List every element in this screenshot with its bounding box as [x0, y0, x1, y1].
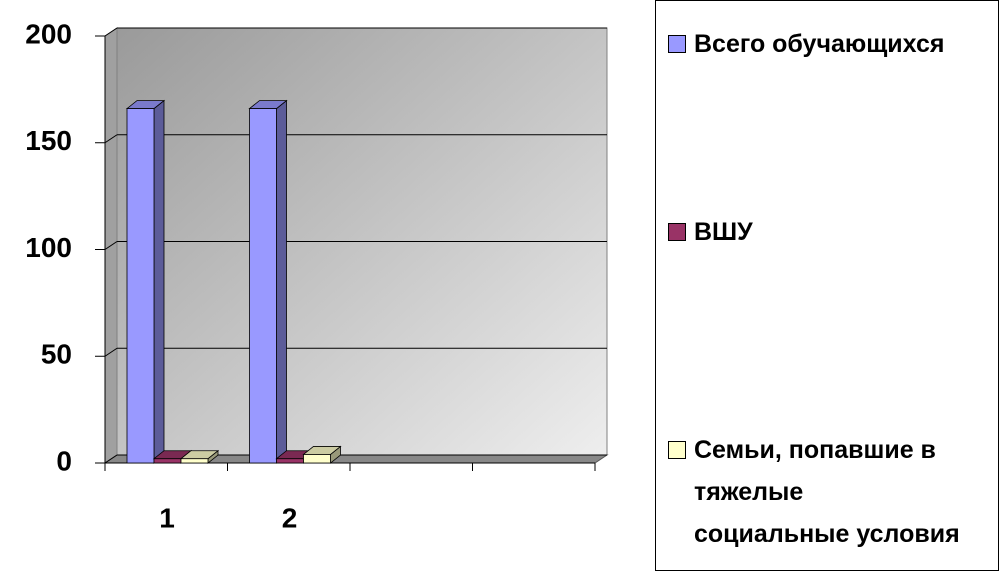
bar [153, 458, 182, 464]
legend-label: Семьи, попавшие в тяжелые социальные усл… [694, 436, 960, 548]
y-tick-label: 50 [41, 339, 72, 370]
legend-swatch [668, 441, 686, 459]
legend-label: ВШУ [694, 218, 753, 246]
y-tick-label: 150 [25, 125, 72, 156]
grid-line [104, 454, 118, 464]
bar-side [153, 99, 165, 464]
legend-swatch [668, 223, 686, 241]
grid-line [104, 347, 118, 357]
y-tick-label: 0 [56, 445, 72, 476]
grid-line [104, 241, 118, 250]
legend-entry: Семьи, попавшие в тяжелые социальные усл… [668, 429, 988, 555]
grid-line [104, 134, 118, 144]
legend-entry: ВШУ [668, 211, 988, 253]
bar [276, 458, 304, 464]
y-tick-label: 200 [25, 18, 72, 49]
legend-label: Всего обучающихся [694, 30, 945, 58]
y-tick-label: 100 [25, 232, 72, 263]
legend: Всего обучающихся ВШУ Семьи, попавшие в тя… [655, 0, 999, 571]
x-tick-label: 1 [159, 502, 175, 533]
legend-entry: Всего обучающихся [668, 23, 988, 65]
bar [303, 454, 331, 464]
bar [180, 458, 209, 464]
x-tick-label: 2 [282, 502, 298, 533]
bar [249, 108, 277, 464]
bar [126, 108, 155, 464]
legend-swatch [668, 35, 686, 53]
grid-line [104, 27, 118, 37]
bar-side [276, 99, 287, 464]
chart: 0 50 100 150 200 1 2 [25, 18, 609, 533]
